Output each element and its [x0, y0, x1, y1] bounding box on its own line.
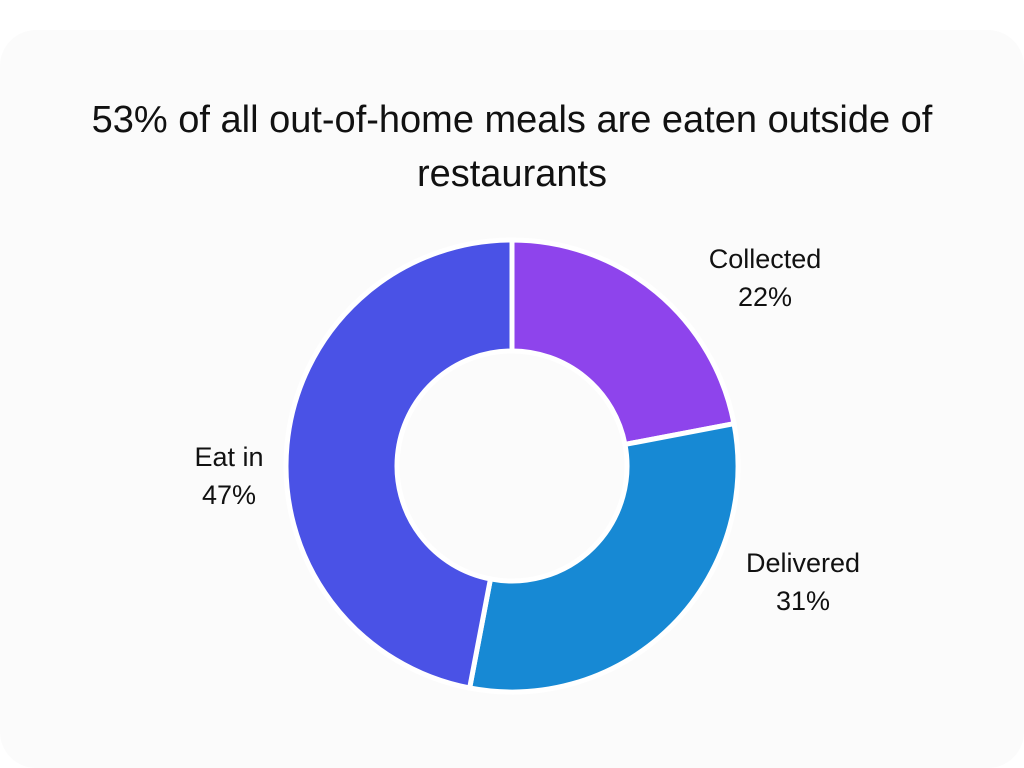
- slice-value-collected: 22%: [738, 282, 792, 312]
- slice-delivered: [466, 420, 741, 695]
- slice-value-delivered: 31%: [776, 586, 830, 616]
- slice-labels: Collected 22% Delivered 31% Eat in 47%: [194, 244, 860, 616]
- chart-title: 53% of all out-of-home meals are eaten o…: [91, 99, 933, 195]
- slice-value-eat-in: 47%: [202, 480, 256, 510]
- slice-eat-in: [283, 237, 515, 691]
- slice-collected: [509, 237, 737, 448]
- slice-label-collected: Collected: [709, 244, 822, 274]
- slice-label-eat-in: Eat in: [194, 442, 263, 472]
- slice-label-delivered: Delivered: [746, 548, 860, 578]
- donut-slices: [283, 237, 741, 695]
